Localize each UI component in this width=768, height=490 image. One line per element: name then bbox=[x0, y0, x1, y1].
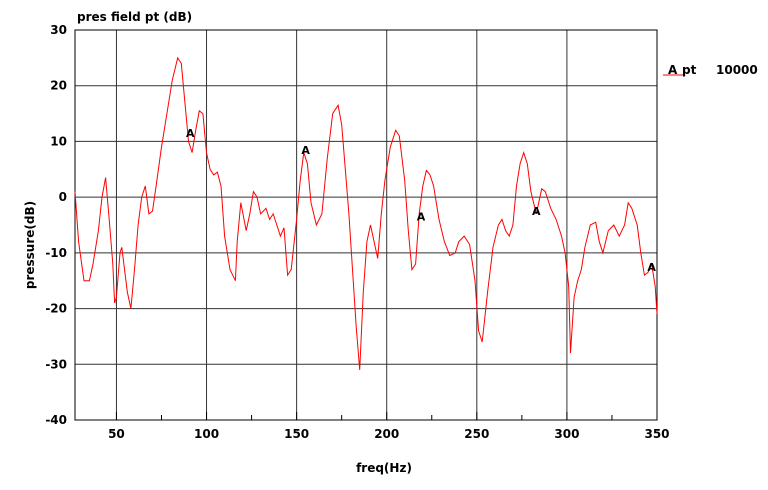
legend-marker-label: A bbox=[668, 63, 678, 77]
grid-lines bbox=[75, 29, 658, 421]
x-tick-label: 350 bbox=[644, 427, 669, 441]
legend-series-name: pt bbox=[682, 63, 697, 77]
y-tick-labels: -40 -30 -20 -10 0 10 20 30 bbox=[45, 23, 67, 427]
y-tick-label: -30 bbox=[45, 357, 67, 371]
y-tick-label: 30 bbox=[50, 23, 67, 37]
series-marker-label: A bbox=[301, 144, 310, 157]
series-marker-label: A bbox=[647, 261, 656, 274]
series-markers: A A A A A bbox=[186, 127, 656, 274]
y-tick-label: 10 bbox=[50, 134, 67, 148]
tick-marks bbox=[115, 412, 658, 420]
y-axis-label: pressure(dB) bbox=[23, 201, 37, 289]
x-tick-label: 150 bbox=[284, 427, 309, 441]
x-tick-label: 250 bbox=[464, 427, 489, 441]
y-tick-label: -20 bbox=[45, 302, 67, 316]
series-line-pt bbox=[74, 56, 658, 370]
y-tick-label: -10 bbox=[45, 246, 67, 260]
y-tick-label: 0 bbox=[59, 190, 67, 204]
y-tick-label: -40 bbox=[45, 413, 67, 427]
series-marker-label: A bbox=[186, 127, 195, 140]
x-tick-label: 50 bbox=[108, 427, 125, 441]
x-tick-label: 300 bbox=[554, 427, 579, 441]
legend: A pt 10000 bbox=[663, 63, 758, 77]
legend-series-value: 10000 bbox=[716, 63, 758, 77]
x-tick-label: 200 bbox=[374, 427, 399, 441]
series-marker-label: A bbox=[417, 211, 426, 224]
series-marker-label: A bbox=[532, 205, 541, 218]
x-tick-labels: 50 100 150 200 250 300 350 bbox=[108, 427, 669, 441]
x-tick-label: 100 bbox=[194, 427, 219, 441]
y-tick-label: 20 bbox=[50, 79, 67, 93]
plot-frame bbox=[74, 29, 658, 421]
chart-title: pres field pt (dB) bbox=[77, 10, 192, 24]
x-axis-label: freq(Hz) bbox=[356, 461, 412, 475]
